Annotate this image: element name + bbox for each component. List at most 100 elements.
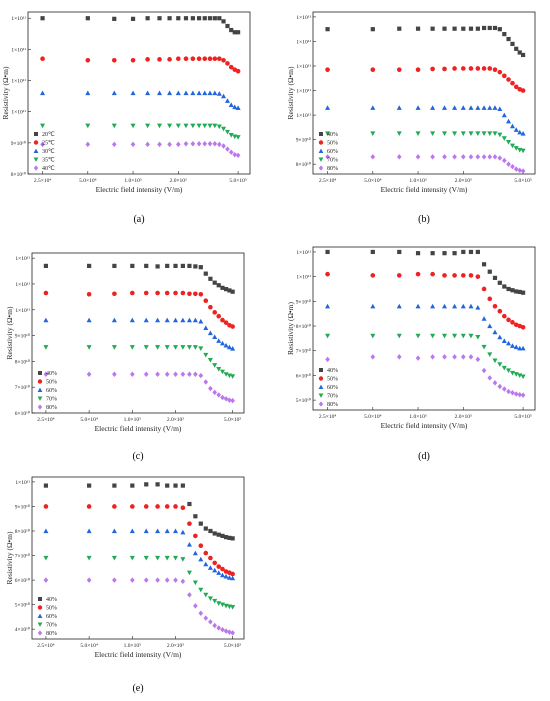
legend-marker [318,165,324,171]
data-point [325,27,330,32]
data-point [216,313,222,319]
data-point [492,380,498,386]
data-point [475,304,481,310]
data-point [145,123,151,129]
legend-marker [37,396,43,401]
data-point [510,320,515,325]
y-tick-label: 6×10¹⁰ [15,410,31,417]
data-point [186,541,192,547]
data-point [173,263,178,269]
data-point [164,555,170,561]
y-tick-label: 1×10¹¹ [11,16,26,22]
data-point [216,625,222,631]
data-point [468,354,474,360]
y-tick-label: 1×10¹¹ [296,113,311,119]
data-series [43,504,235,577]
data-point [510,163,515,170]
data-point [112,291,117,297]
data-point [226,344,232,350]
data-point [193,533,198,539]
data-point [111,141,117,148]
data-point [415,67,421,72]
data-point [396,303,402,309]
data-point [175,56,181,62]
data-point [475,274,481,279]
legend-label: 50% [327,377,338,383]
data-point [513,166,519,172]
data-point [441,105,448,110]
plot-frame [31,252,245,414]
x-tick-label: 2.0×10⁵ [455,414,472,420]
data-point [232,30,237,35]
data-point [452,66,457,71]
data-point [487,66,493,71]
data-point [497,69,503,75]
data-point [370,249,375,255]
data-point [217,16,222,21]
data-point [475,131,481,137]
legend: 40% 50% 60% 70% 80% [318,132,338,172]
data-point [155,345,161,350]
data-point [130,57,136,63]
data-point [502,157,507,164]
data-point [43,345,49,350]
data-point [40,123,46,129]
data-point [468,26,474,31]
data-point [235,152,241,159]
legend-marker [318,384,324,389]
data-point [481,262,487,267]
data-point [196,90,202,96]
data-point [492,131,498,137]
data-point [370,154,376,160]
data-point [475,66,481,71]
data-point [510,389,515,396]
y-tick-label: 9×10¹⁰ [15,333,31,340]
legend-label: 70% [46,397,57,403]
data-point [460,303,466,309]
x-tick-label: 5.0×10⁵ [224,417,241,423]
legend-label: 70% [327,394,338,400]
data-point [225,146,230,152]
x-tick-label: 5.0×10⁵ [514,414,531,420]
data-point [203,352,209,358]
data-series [325,271,526,330]
legend-marker [318,157,324,162]
data-point [43,528,49,534]
data-point [85,16,90,21]
y-axis-title: Resistivity (Ω•m) [1,66,10,119]
data-point [487,154,493,160]
legend-label: 80% [46,405,57,411]
data-point [130,577,135,583]
data-point [216,570,222,575]
data-point [157,57,162,62]
data-point [187,371,192,378]
data-point [221,93,227,99]
data-point [481,344,487,350]
data-point [325,249,330,255]
data-point [481,25,487,31]
data-point [452,303,458,309]
x-tick-label: 1.0×10⁵ [409,178,426,184]
data-point [43,317,49,323]
data-point [165,483,170,488]
data-series [43,482,235,541]
data-point [442,354,447,360]
data-point [520,168,526,174]
data-point [506,368,512,374]
data-point [468,131,474,137]
data-point [232,151,238,158]
data-point [517,129,523,135]
data-point [513,344,519,350]
data-series [40,141,241,159]
data-point [509,343,516,348]
data-point [223,535,229,540]
data-point [180,290,186,296]
data-point [192,317,198,323]
data-point [143,317,149,323]
x-tick-label: 5.0×10⁴ [79,178,96,184]
data-point [219,369,226,375]
data-point [183,90,189,96]
data-point [514,46,519,51]
data-point [460,354,466,360]
data-point [468,333,474,339]
